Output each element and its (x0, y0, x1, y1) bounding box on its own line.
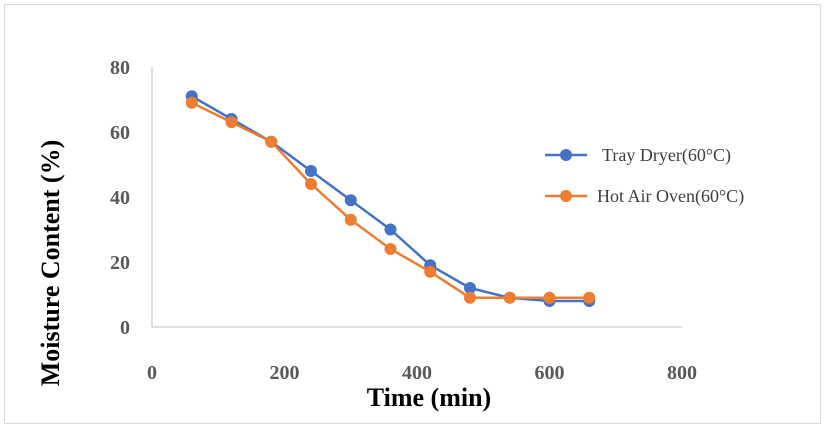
x-tick-label: 600 (535, 362, 565, 384)
series-layer (185, 90, 596, 307)
x-tick-label: 0 (147, 362, 157, 384)
data-point (225, 116, 238, 129)
legend-label: Hot Air Oven(60°C) (597, 186, 744, 207)
y-axis-title: Moisture Content (%) (36, 140, 65, 386)
data-point (503, 291, 516, 304)
legend-label: Tray Dryer(60°C) (602, 145, 731, 166)
y-tick-label: 60 (110, 122, 130, 144)
legend-item: Tray Dryer(60°C) (545, 145, 731, 166)
data-point (384, 243, 397, 255)
data-point (464, 282, 476, 294)
y-tick-label: 20 (110, 252, 130, 274)
x-tick-label: 200 (270, 362, 300, 384)
series-line (191, 95, 590, 303)
data-point (344, 213, 357, 226)
data-point (265, 135, 278, 148)
axes (151, 67, 682, 328)
data-point (185, 96, 198, 109)
y-tick-label: 80 (110, 57, 130, 79)
legend-marker (560, 149, 572, 161)
legend-item: Hot Air Oven(60°C) (545, 186, 744, 207)
data-point (305, 165, 317, 177)
series-2 (185, 96, 596, 304)
series-1 (185, 90, 596, 307)
y-tick-label: 0 (120, 317, 130, 339)
series-line (191, 101, 590, 300)
legend-marker (560, 190, 572, 202)
x-axis-title: Time (min) (367, 383, 491, 412)
data-point (384, 223, 397, 236)
x-tick-label: 400 (402, 362, 432, 384)
x-tick-labels: 0 200 400 600 800 (147, 362, 697, 384)
x-tick-label: 800 (667, 362, 697, 384)
data-point (424, 265, 437, 278)
data-point (464, 291, 476, 304)
chart-frame: 0 20 40 60 80 0 200 400 600 800 Time (min) Moist… (4, 4, 821, 424)
legend: Tray Dryer(60°C) Hot Air Oven(60°C) (545, 145, 744, 207)
data-point (305, 178, 317, 190)
data-point (344, 194, 357, 207)
y-tick-labels: 0 20 40 60 80 (110, 57, 130, 339)
data-point (543, 291, 556, 304)
data-point (583, 291, 596, 304)
moisture-chart: 0 20 40 60 80 0 200 400 600 800 Time (min) Moist… (36, 57, 744, 412)
y-tick-label: 40 (110, 187, 130, 209)
